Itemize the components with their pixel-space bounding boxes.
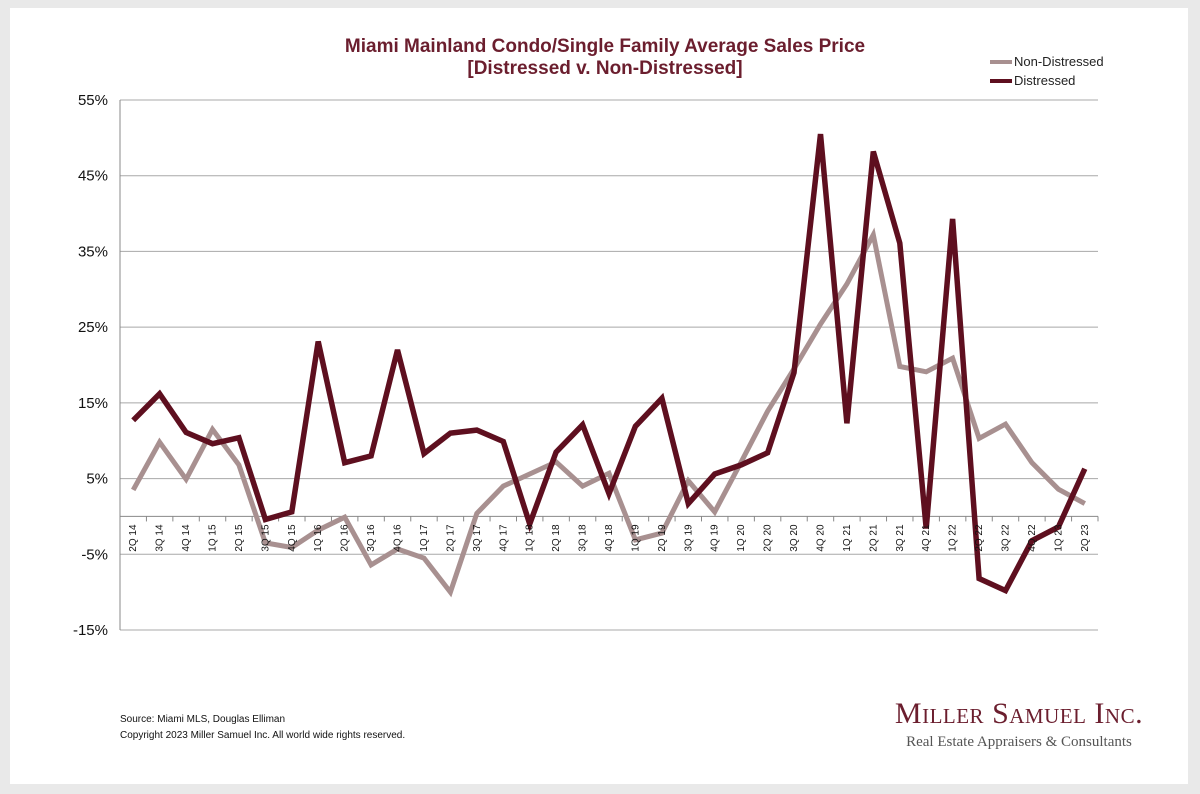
x-tick-label: 3Q 17 xyxy=(472,524,483,552)
brand-name: Miller Samuel Inc. xyxy=(894,697,1144,730)
x-tick-label: 1Q 18 xyxy=(525,524,536,552)
x-tick-label: 4Q 21 xyxy=(921,524,932,552)
legend-swatch-distressed xyxy=(990,78,1012,83)
x-tick-label: 3Q 15 xyxy=(260,524,271,552)
chart-title-line1: Miami Mainland Condo/Single Family Avera… xyxy=(344,36,866,57)
x-tick-label: 3Q 22 xyxy=(1000,524,1011,552)
chart-legend: Non-Distressed Distressed xyxy=(990,52,1104,90)
y-tick-label: -15% xyxy=(73,622,108,639)
x-tick-label: 3Q 14 xyxy=(155,524,166,552)
x-tick-label: 4Q 18 xyxy=(604,524,615,552)
x-tick-label: 1Q 21 xyxy=(842,524,853,552)
x-tick-label: 4Q 22 xyxy=(1027,524,1038,552)
y-tick-label: 25% xyxy=(78,319,108,336)
copyright-line: Copyright 2023 Miller Samuel Inc. All wo… xyxy=(120,730,406,741)
chart-title: Miami Mainland Condo/Single Family Avera… xyxy=(0,36,1200,80)
y-tick-label: 55% xyxy=(78,92,108,109)
x-tick-label: 4Q 20 xyxy=(815,524,826,552)
x-tick-label: 2Q 19 xyxy=(657,524,668,552)
legend-label-non-distressed: Non-Distressed xyxy=(1014,54,1104,69)
x-tick-label: 2Q 16 xyxy=(340,524,351,552)
legend-item-non-distressed: Non-Distressed xyxy=(990,52,1104,71)
chart-title-line2: [Distressed v. Non-Distressed] xyxy=(467,58,743,79)
x-tick-label: 4Q 14 xyxy=(181,524,192,552)
brand-logo: Miller Samuel Inc. Real Estate Appraiser… xyxy=(880,696,1158,752)
x-tick-label: 1Q 20 xyxy=(736,524,747,552)
y-tick-label: 45% xyxy=(78,168,108,185)
x-tick-label: 2Q 17 xyxy=(445,524,456,552)
x-tick-label: 1Q 17 xyxy=(419,524,430,552)
y-tick-label: 15% xyxy=(78,395,108,412)
x-tick-label: 1Q 23 xyxy=(1053,524,1064,552)
chart-card xyxy=(10,8,1188,784)
y-tick-label: 35% xyxy=(78,243,108,260)
x-tick-label: 3Q 19 xyxy=(683,524,694,552)
y-tick-label: 5% xyxy=(86,471,108,488)
x-tick-label: 1Q 19 xyxy=(630,524,641,552)
x-tick-label: 3Q 21 xyxy=(895,524,906,552)
legend-item-distressed: Distressed xyxy=(990,71,1104,90)
x-tick-label: 1Q 16 xyxy=(313,524,324,552)
x-tick-label: 4Q 15 xyxy=(287,524,298,552)
y-tick-label: -5% xyxy=(81,546,108,563)
x-tick-label: 3Q 16 xyxy=(366,524,377,552)
x-tick-label: 3Q 18 xyxy=(578,524,589,552)
x-tick-label: 2Q 18 xyxy=(551,524,562,552)
source-line: Source: Miami MLS, Douglas Elliman xyxy=(120,714,286,725)
x-tick-label: 1Q 15 xyxy=(208,524,219,552)
source-note: Source: Miami MLS, Douglas Elliman Copyr… xyxy=(120,712,405,744)
x-tick-label: 1Q 22 xyxy=(948,524,959,552)
legend-label-distressed: Distressed xyxy=(1014,73,1076,88)
x-tick-label: 4Q 16 xyxy=(393,524,404,552)
x-tick-label: 3Q 20 xyxy=(789,524,800,552)
distressed-line xyxy=(131,133,1088,595)
x-tick-label: 2Q 21 xyxy=(868,524,879,552)
non-distressed-line xyxy=(131,227,1086,598)
brand-subtitle: Real Estate Appraisers & Consultants xyxy=(906,734,1132,750)
x-tick-label: 2Q 23 xyxy=(1080,524,1091,552)
x-tick-label: 2Q 14 xyxy=(128,524,139,552)
x-tick-label: 2Q 15 xyxy=(234,524,245,552)
x-tick-label: 4Q 19 xyxy=(710,524,721,552)
x-tick-label: 2Q 20 xyxy=(763,524,774,552)
x-tick-label: 2Q 22 xyxy=(974,524,985,552)
legend-swatch-non-distressed xyxy=(990,59,1012,64)
x-tick-label: 4Q 17 xyxy=(498,524,509,552)
